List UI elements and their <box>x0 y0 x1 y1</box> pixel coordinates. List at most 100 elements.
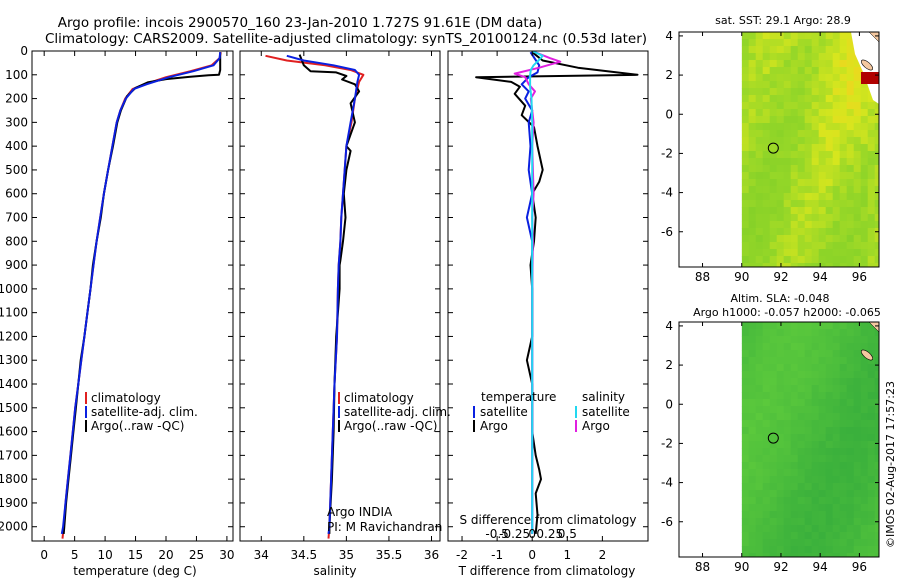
heatmap-cell <box>755 60 764 68</box>
heatmap-cell <box>853 490 862 498</box>
heatmap-cell <box>874 207 879 215</box>
heatmap-cell <box>776 32 785 40</box>
heatmap-cell <box>783 322 792 330</box>
heatmap-cell <box>748 74 757 82</box>
heatmap-cell <box>748 539 757 547</box>
heatmap-cell <box>748 336 757 344</box>
heatmap-cell <box>741 109 750 117</box>
heatmap-cell <box>853 336 862 344</box>
heatmap-cell <box>839 455 848 463</box>
heatmap-cell <box>755 151 764 159</box>
heatmap-cell <box>804 172 813 180</box>
heatmap-cell <box>839 109 848 117</box>
map-lat-tick-label: -6 <box>661 515 673 529</box>
heatmap-cell <box>839 95 848 103</box>
heatmap-cell <box>748 476 757 484</box>
heatmap-cell <box>860 497 869 505</box>
heatmap-cell <box>776 263 785 267</box>
heatmap-cell <box>867 518 876 526</box>
heatmap-cell <box>804 102 813 110</box>
heatmap-cell <box>790 497 799 505</box>
heatmap-cell <box>797 385 806 393</box>
heatmap-cell <box>825 102 834 110</box>
heatmap-cell <box>804 130 813 138</box>
heatmap-cell <box>839 525 848 533</box>
heatmap-cell <box>762 263 771 267</box>
map-lon-tick-label: 88 <box>695 560 710 574</box>
heatmap-cell <box>832 200 841 208</box>
heatmap-cell <box>748 116 757 124</box>
heatmap-cell <box>818 378 827 386</box>
sla-map-subtitle: Argo h1000: -0.057 h2000: -0.065 <box>693 306 881 319</box>
heatmap-cell <box>811 144 820 152</box>
heatmap-cell <box>776 553 785 557</box>
heatmap-cell <box>825 151 834 159</box>
heatmap-cell <box>804 420 813 428</box>
heatmap-cell <box>762 256 771 264</box>
heatmap-cell <box>867 462 876 470</box>
heatmap-cell <box>846 518 855 526</box>
depth-tick-label: 700 <box>5 211 28 225</box>
heatmap-cell <box>825 420 834 428</box>
heatmap-cell <box>776 249 785 257</box>
heatmap-cell <box>825 214 834 222</box>
heatmap-cell <box>776 462 785 470</box>
heatmap-cell <box>804 448 813 456</box>
heatmap-cell <box>790 553 799 557</box>
heatmap-cell <box>832 322 841 330</box>
heatmap-cell <box>748 32 757 40</box>
heatmap-cell <box>853 109 862 117</box>
heatmap-cell <box>811 364 820 372</box>
heatmap-cell <box>769 364 778 372</box>
heatmap-cell <box>762 462 771 470</box>
heatmap-cell <box>741 448 750 456</box>
heatmap-cell <box>797 214 806 222</box>
heatmap-cell <box>839 357 848 365</box>
heatmap-cell <box>874 420 879 428</box>
heatmap-cell <box>853 95 862 103</box>
heatmap-cell <box>853 74 862 82</box>
heatmap-cell <box>867 413 876 421</box>
heatmap-cell <box>783 74 792 82</box>
heatmap-cell <box>762 532 771 540</box>
heatmap-cell <box>811 207 820 215</box>
heatmap-cell <box>839 441 848 449</box>
heatmap-cell <box>741 46 750 54</box>
heatmap-cell <box>755 263 764 267</box>
heatmap-cell <box>811 497 820 505</box>
heatmap-cell <box>776 455 785 463</box>
depth-tick-label: 1200 <box>0 329 28 343</box>
heatmap-cell <box>839 221 848 229</box>
heatmap-cell <box>741 74 750 82</box>
heatmap-cell <box>755 249 764 257</box>
heatmap-cell <box>755 329 764 337</box>
heatmap-cell <box>783 371 792 379</box>
heatmap-cell <box>867 329 876 337</box>
difference-legend: temperature salinity satellite Argo sate… <box>473 390 630 433</box>
heatmap-cell <box>853 504 862 512</box>
heatmap-cell <box>860 137 869 145</box>
heatmap-cell <box>804 399 813 407</box>
heatmap-cell <box>776 123 785 131</box>
heatmap-cell <box>825 95 834 103</box>
heatmap-cell <box>846 511 855 519</box>
heatmap-cell <box>748 434 757 442</box>
heatmap-cell <box>832 74 841 82</box>
heatmap-cell <box>762 357 771 365</box>
map-lon-tick-label: 88 <box>695 270 710 284</box>
heatmap-cell <box>846 357 855 365</box>
heatmap-cell <box>839 497 848 505</box>
heatmap-cell <box>748 242 757 250</box>
heatmap-cell <box>741 130 750 138</box>
heatmap-cell <box>846 483 855 491</box>
heatmap-cell <box>790 413 799 421</box>
heatmap-cell <box>832 39 841 47</box>
heatmap-cell <box>832 504 841 512</box>
heatmap-cell <box>818 263 827 267</box>
heatmap-cell <box>811 434 820 442</box>
heatmap-cell <box>825 504 834 512</box>
heatmap-cell <box>797 116 806 124</box>
heatmap-cell <box>776 137 785 145</box>
heatmap-cell <box>762 221 771 229</box>
heatmap-cell <box>818 102 827 110</box>
